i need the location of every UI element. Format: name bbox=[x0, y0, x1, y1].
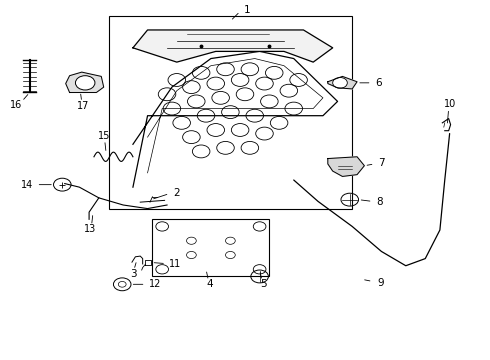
Polygon shape bbox=[133, 51, 338, 187]
Text: 15: 15 bbox=[98, 131, 110, 141]
Polygon shape bbox=[328, 76, 357, 89]
Text: 6: 6 bbox=[376, 78, 382, 88]
Text: 12: 12 bbox=[149, 279, 162, 289]
Text: 11: 11 bbox=[169, 258, 181, 269]
Text: 8: 8 bbox=[377, 197, 383, 207]
Polygon shape bbox=[133, 30, 333, 62]
Text: 13: 13 bbox=[84, 224, 97, 234]
Text: 17: 17 bbox=[76, 101, 89, 111]
Text: 4: 4 bbox=[207, 279, 213, 289]
Text: 10: 10 bbox=[443, 99, 456, 109]
Text: 3: 3 bbox=[131, 269, 137, 279]
Circle shape bbox=[75, 76, 95, 90]
Text: 5: 5 bbox=[260, 279, 267, 289]
Text: 2: 2 bbox=[173, 188, 180, 198]
Text: 9: 9 bbox=[377, 278, 384, 288]
Polygon shape bbox=[66, 72, 104, 93]
Bar bbox=[109, 16, 352, 208]
Circle shape bbox=[333, 77, 347, 88]
Polygon shape bbox=[328, 157, 365, 176]
Text: 1: 1 bbox=[244, 5, 251, 15]
Bar bbox=[152, 219, 270, 276]
Text: 16: 16 bbox=[10, 100, 22, 110]
Text: 14: 14 bbox=[21, 180, 33, 190]
Text: 7: 7 bbox=[378, 158, 385, 168]
